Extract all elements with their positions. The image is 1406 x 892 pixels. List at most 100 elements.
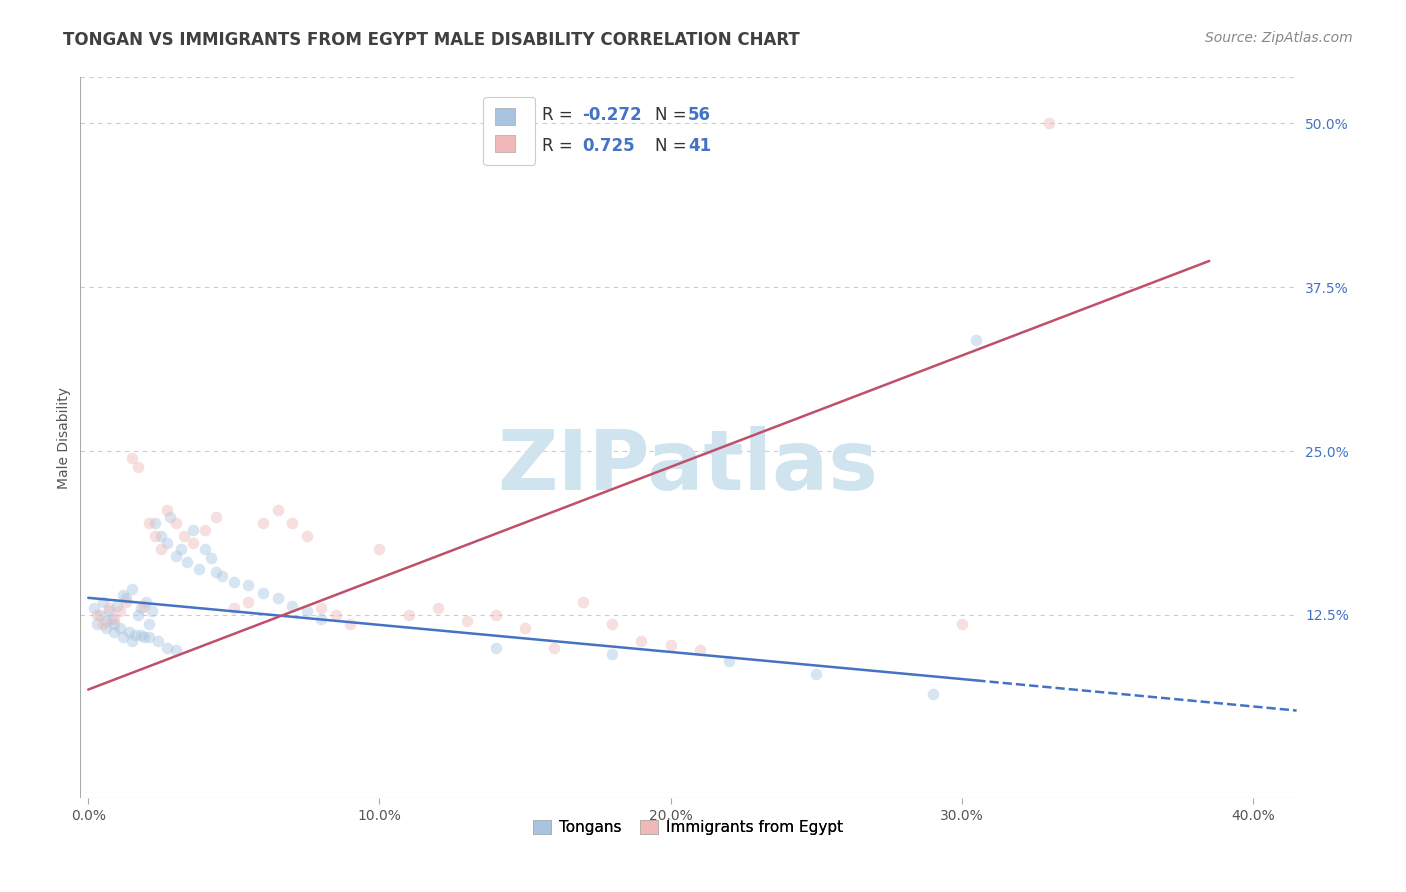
Text: 41: 41 — [688, 137, 711, 155]
Point — [717, 654, 740, 668]
Text: TONGAN VS IMMIGRANTS FROM EGYPT MALE DISABILITY CORRELATION CHART: TONGAN VS IMMIGRANTS FROM EGYPT MALE DIS… — [63, 31, 800, 49]
Point — [1038, 116, 1060, 130]
Point — [91, 617, 114, 632]
Point — [456, 615, 478, 629]
Point — [630, 634, 652, 648]
Point — [105, 599, 128, 613]
Point — [170, 542, 193, 557]
Point — [103, 612, 125, 626]
Point — [165, 643, 187, 657]
Point — [187, 562, 209, 576]
Point — [112, 630, 135, 644]
Point — [141, 604, 163, 618]
Text: N =: N = — [655, 106, 692, 124]
Point — [94, 615, 117, 629]
Point — [238, 595, 260, 609]
Point — [689, 643, 711, 657]
Point — [222, 601, 245, 615]
Point — [156, 503, 179, 517]
Point — [176, 556, 198, 570]
Point — [118, 624, 141, 639]
Point — [91, 595, 114, 609]
Point — [138, 630, 160, 644]
Point — [132, 630, 155, 644]
Point — [115, 595, 138, 609]
Text: R =: R = — [541, 137, 578, 155]
Point — [112, 588, 135, 602]
Point — [129, 601, 152, 615]
Point — [485, 640, 508, 655]
Point — [200, 551, 222, 566]
Point — [659, 638, 682, 652]
Point — [121, 450, 143, 465]
Point — [281, 599, 304, 613]
Point — [150, 529, 173, 543]
Point — [97, 601, 120, 615]
Y-axis label: Male Disability: Male Disability — [58, 387, 72, 489]
Text: 56: 56 — [688, 106, 711, 124]
Point — [150, 542, 173, 557]
Point — [86, 607, 108, 622]
Point — [205, 509, 228, 524]
Point — [602, 617, 624, 632]
Point — [127, 459, 149, 474]
Point — [138, 516, 160, 530]
Point — [398, 607, 420, 622]
Point — [485, 607, 508, 622]
Point — [266, 503, 288, 517]
Point — [602, 647, 624, 661]
Point — [368, 542, 391, 557]
Text: ZIPatlas: ZIPatlas — [498, 426, 879, 508]
Point — [129, 627, 152, 641]
Text: N =: N = — [655, 137, 692, 155]
Text: R =: R = — [541, 106, 578, 124]
Point — [110, 604, 132, 618]
Point — [143, 516, 166, 530]
Point — [165, 516, 187, 530]
Point — [146, 634, 169, 648]
Point — [103, 624, 125, 639]
Point — [156, 640, 179, 655]
Point — [513, 621, 536, 635]
Point — [295, 529, 318, 543]
Point — [165, 549, 187, 563]
Point — [252, 516, 274, 530]
Point — [100, 612, 122, 626]
Point — [325, 607, 347, 622]
Point — [194, 523, 217, 537]
Point — [181, 535, 204, 549]
Point — [965, 333, 987, 347]
Point — [103, 617, 125, 632]
Point — [173, 529, 195, 543]
Point — [252, 585, 274, 599]
Point — [94, 621, 117, 635]
Point — [127, 607, 149, 622]
Point — [572, 595, 595, 609]
Point — [159, 509, 181, 524]
Point — [89, 607, 111, 622]
Point — [543, 640, 565, 655]
Point — [339, 617, 361, 632]
Point — [124, 627, 146, 641]
Text: -0.272: -0.272 — [582, 106, 641, 124]
Point — [238, 578, 260, 592]
Point — [156, 535, 179, 549]
Point — [266, 591, 288, 605]
Point — [804, 666, 827, 681]
Point — [309, 601, 332, 615]
Point — [222, 575, 245, 590]
Point — [295, 604, 318, 618]
Point — [97, 604, 120, 618]
Point — [138, 617, 160, 632]
Point — [121, 582, 143, 596]
Point — [83, 601, 105, 615]
Text: 0.725: 0.725 — [582, 137, 634, 155]
Point — [121, 634, 143, 648]
Point — [132, 599, 155, 613]
Point — [211, 568, 233, 582]
Point — [205, 565, 228, 579]
Point — [110, 621, 132, 635]
Point — [115, 591, 138, 605]
Point — [86, 617, 108, 632]
Point — [135, 595, 157, 609]
